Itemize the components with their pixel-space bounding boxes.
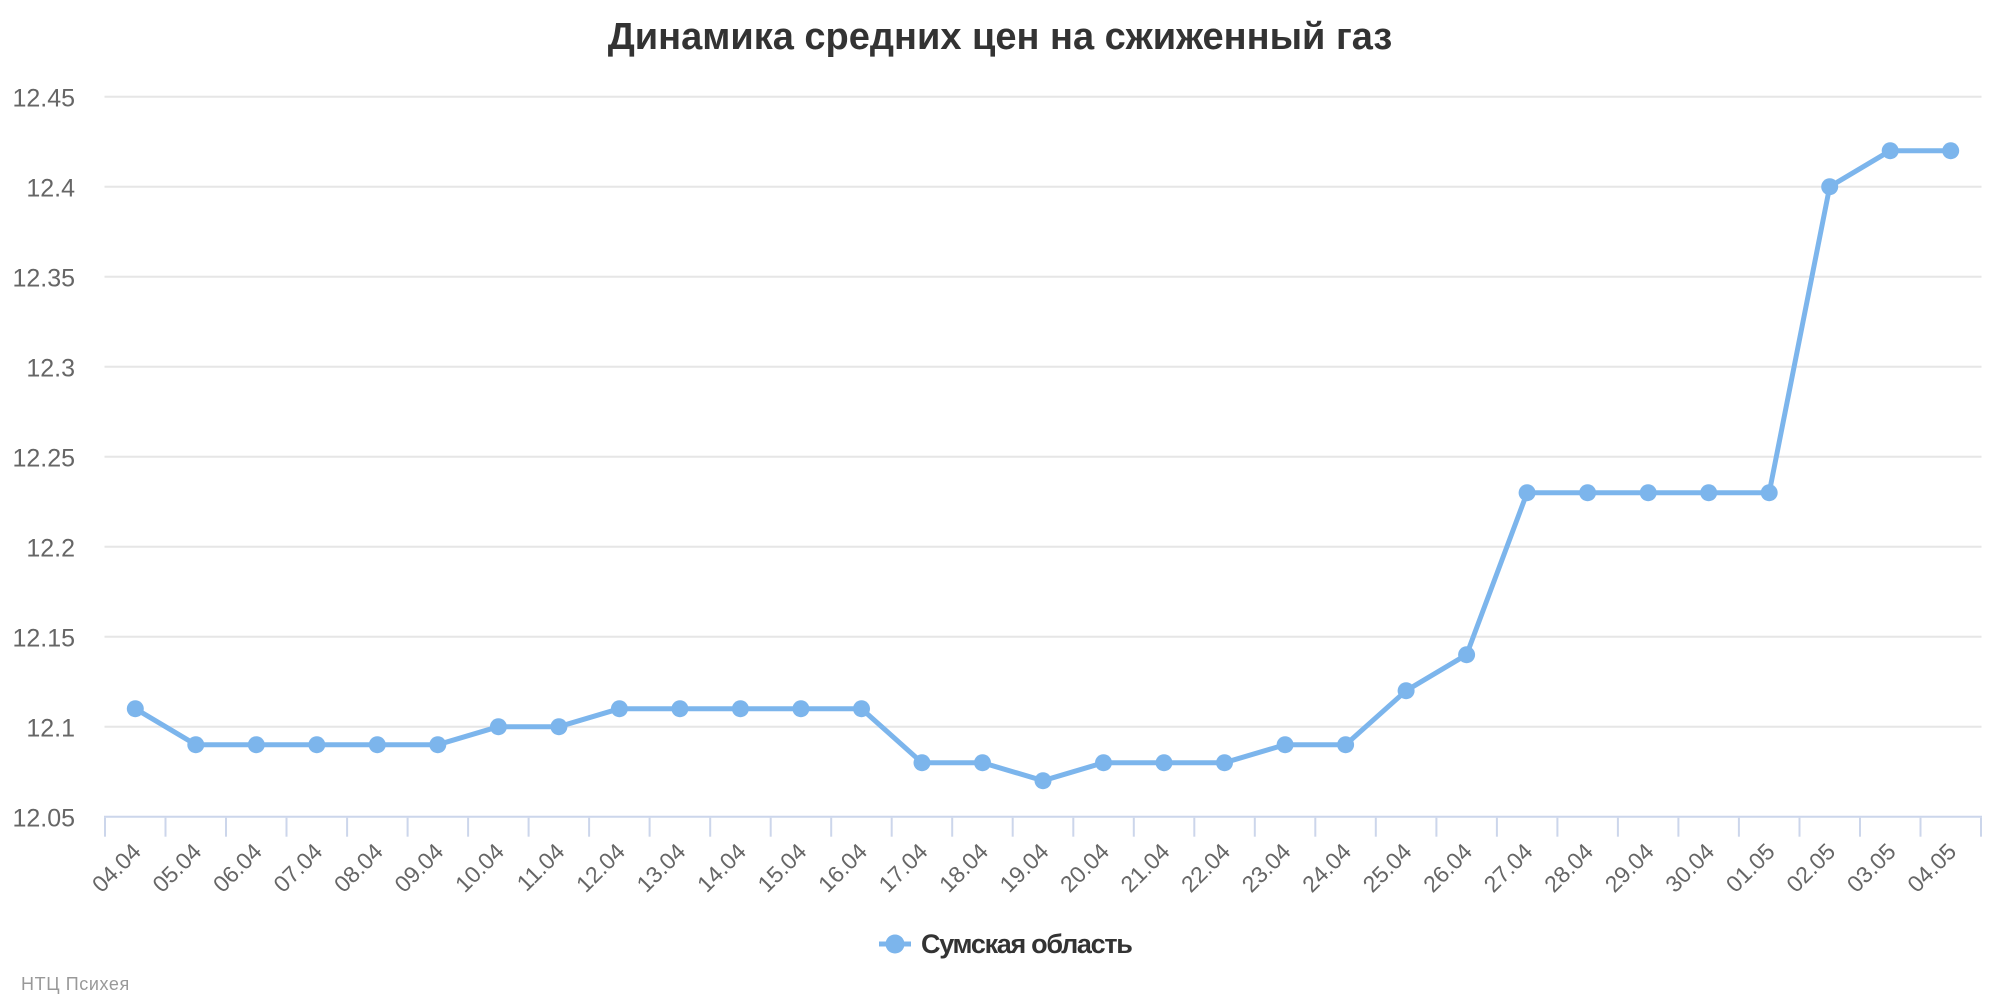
svg-text:12.35: 12.35 xyxy=(12,265,75,293)
svg-text:12.1: 12.1 xyxy=(26,715,75,743)
svg-text:12.25: 12.25 xyxy=(12,445,75,473)
svg-text:НТЦ Психея: НТЦ Психея xyxy=(21,974,130,994)
svg-text:Сумская область: Сумская область xyxy=(921,929,1132,959)
svg-text:12.45: 12.45 xyxy=(12,85,75,113)
svg-text:12.4: 12.4 xyxy=(26,175,75,203)
svg-text:12.3: 12.3 xyxy=(26,355,75,383)
svg-text:12.05: 12.05 xyxy=(12,805,75,833)
svg-text:12.15: 12.15 xyxy=(12,625,75,653)
svg-text:Динамика средних цен на сжижен: Динамика средних цен на сжиженный газ xyxy=(608,16,1393,58)
svg-text:12.2: 12.2 xyxy=(26,535,75,563)
